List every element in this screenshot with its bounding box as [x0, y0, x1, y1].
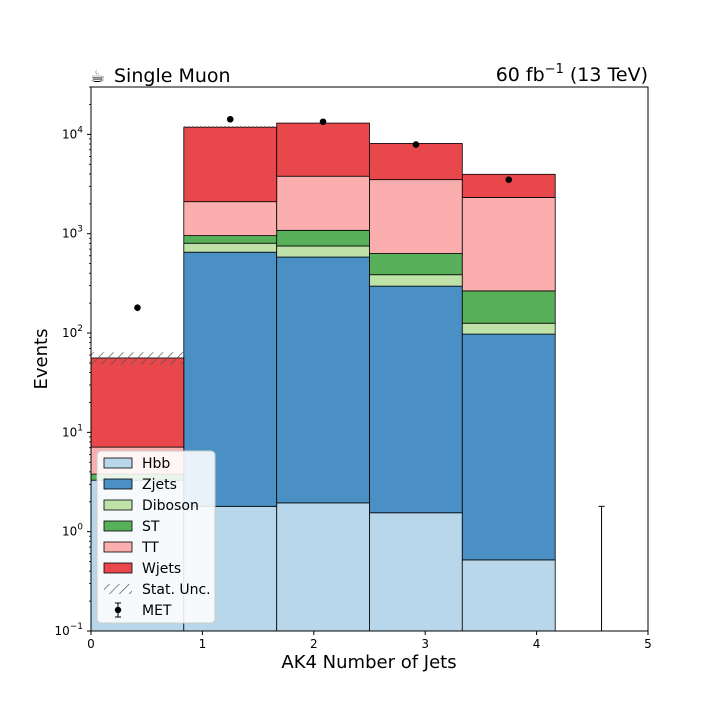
legend-met-marker	[114, 606, 122, 614]
bar-st-bin-4	[461, 290, 556, 324]
data-point-2	[319, 118, 327, 126]
x-tick-label-4: 4	[533, 637, 541, 651]
bar-st-bin-1	[183, 235, 278, 244]
data-points	[134, 115, 605, 631]
bar-zjets-bin-4	[461, 333, 556, 561]
legend-swatch-tt	[103, 541, 133, 553]
bar-st-bin-2	[276, 229, 370, 247]
y-tick-label-4: 103	[62, 225, 83, 241]
bar-tt-bin-1	[183, 201, 278, 237]
y-tick-label-2: 101	[62, 423, 83, 439]
bar-tt-bin-3	[369, 179, 463, 254]
stat-unc-hatch	[91, 126, 277, 365]
legend-label-diboson: Diboson	[142, 498, 199, 514]
y-tick-label-0: 10−1	[54, 622, 83, 638]
legend-box	[96, 450, 216, 624]
bar-wjets-bin-1	[183, 126, 278, 203]
y-tick-label-1: 100	[62, 523, 83, 539]
data-point-3	[412, 141, 420, 148]
x-tick-label-2: 2	[310, 637, 318, 651]
bar-diboson-bin-4	[461, 322, 556, 335]
x-tick-label-0: 0	[87, 637, 95, 651]
bar-st-bin-3	[369, 253, 463, 276]
legend-swatch-st	[103, 520, 133, 532]
x-axis-label: AK4 Number of Jets	[281, 652, 456, 673]
data-point-0	[134, 304, 141, 311]
legend-label-zjets: Zjets	[142, 477, 177, 493]
x-axis-ticks: 0 1 2 3 4 5	[87, 631, 652, 651]
stacked-bars	[91, 122, 556, 631]
legend-swatch-wjets	[103, 562, 133, 574]
bar-zjets-bin-2	[276, 256, 370, 504]
y-tick-label-5: 104	[62, 125, 83, 141]
chart-title-right: 60 fb−1 (13 TeV)	[496, 62, 648, 86]
legend: Hbb Zjets Diboson ST TT Wjets Stat. Unc. MET	[96, 450, 216, 624]
legend-label-hbb: Hbb	[142, 456, 170, 472]
bar-diboson-bin-1	[183, 242, 278, 253]
bar-wjets-bin-0	[91, 357, 185, 448]
y-axis-ticks: 10−1 100 101 102 103 104	[54, 86, 91, 638]
data-point-1	[226, 115, 234, 123]
legend-label-wjets: Wjets	[142, 561, 181, 577]
y-tick-label-3: 102	[62, 324, 83, 340]
x-tick-label-3: 3	[421, 637, 429, 651]
bar-wjets-bin-2	[276, 122, 370, 177]
bar-hbb-bin-4	[461, 559, 556, 631]
x-tick-label-5: 5	[644, 637, 652, 651]
stat-unc-hatch-bin-0	[91, 352, 184, 365]
bar-diboson-bin-3	[369, 274, 463, 287]
legend-label-st: ST	[142, 519, 160, 535]
bar-diboson-bin-2	[276, 245, 370, 258]
bar-tt-bin-2	[276, 175, 370, 231]
legend-swatch-stat-unc	[104, 584, 132, 594]
legend-swatch-hbb	[103, 457, 133, 469]
y-axis-label: Events	[31, 329, 52, 390]
legend-swatch-zjets	[103, 478, 133, 490]
plot-frame	[90, 86, 649, 632]
legend-label-met: MET	[142, 603, 172, 619]
bar-wjets-bin-4	[461, 173, 556, 198]
title-left-icon: ☕	[90, 67, 105, 87]
legend-label-stat-unc: Stat. Unc.	[142, 582, 211, 598]
bar-zjets-bin-3	[369, 285, 463, 514]
legend-label-tt: TT	[141, 540, 159, 556]
legend-swatch-diboson	[103, 499, 133, 511]
x-tick-label-1: 1	[199, 637, 207, 651]
data-point-4	[505, 176, 513, 183]
bar-hbb-bin-3	[369, 512, 463, 631]
chart-title-left: Single Muon	[114, 65, 231, 87]
bar-hbb-bin-2	[276, 502, 370, 631]
bar-tt-bin-4	[461, 197, 556, 292]
bar-wjets-bin-3	[369, 143, 463, 181]
